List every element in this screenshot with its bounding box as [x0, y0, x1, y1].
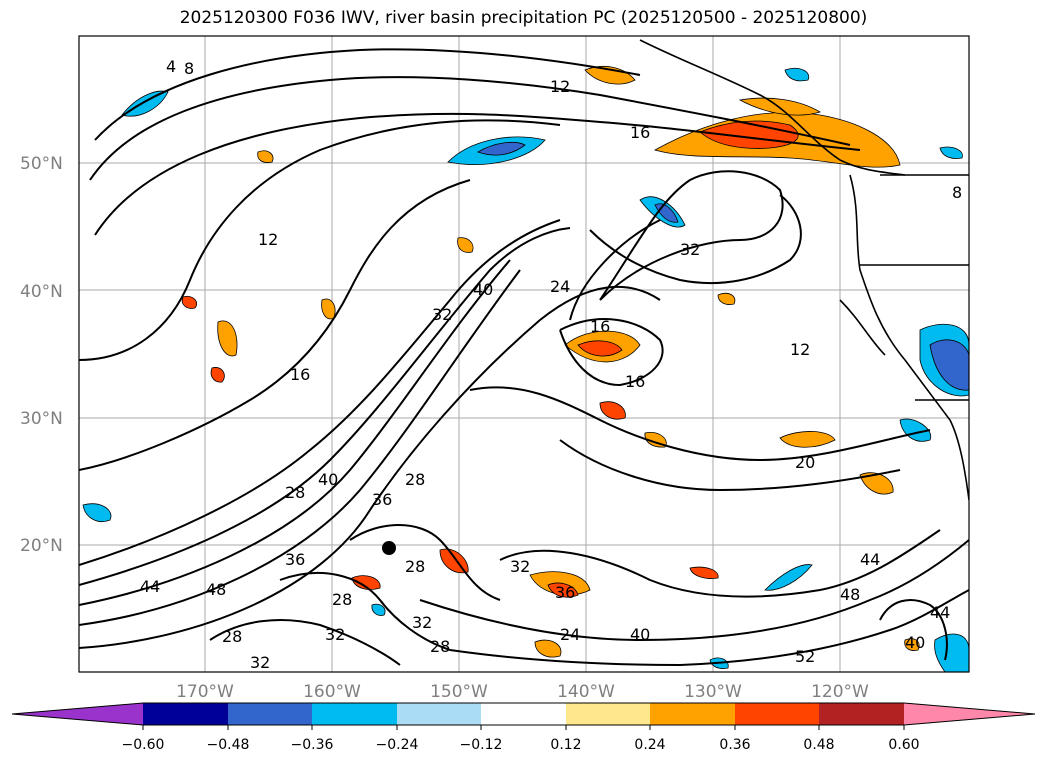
contour-label: 48 [206, 580, 226, 599]
colorbar-segment [312, 703, 397, 725]
colorbar-tick: 0.60 [888, 737, 919, 753]
contour-label: 40 [905, 633, 925, 652]
contour-label: 32 [432, 305, 452, 324]
contour-label: 16 [630, 123, 650, 142]
contour-label: 16 [590, 317, 610, 336]
contour-label: 36 [285, 550, 305, 569]
lon-label: 140°W [557, 682, 615, 702]
contour-label: 28 [430, 637, 450, 656]
contour-label: 28 [405, 470, 425, 489]
contour-label: 32 [510, 557, 530, 576]
colorbar-tick: 0.24 [634, 737, 665, 753]
colorbar-segment [143, 703, 228, 725]
contour-label: 8 [952, 183, 962, 202]
longitude-labels: 170°W 160°W 150°W 140°W 130°W 120°W [176, 682, 869, 702]
contour-label: 40 [318, 470, 338, 489]
latitude-labels: 50°N 40°N 30°N 20°N [20, 154, 63, 556]
map-marker [382, 541, 396, 555]
map-frame [78, 35, 970, 673]
colorbar-segment [481, 703, 566, 725]
contour-label: 36 [372, 490, 392, 509]
lon-label: 130°W [684, 682, 742, 702]
lat-label: 50°N [20, 154, 63, 174]
colorbar-tick: −0.24 [376, 737, 419, 753]
colorbar-tick: 0.36 [719, 737, 750, 753]
lon-label: 170°W [176, 682, 234, 702]
contour-label: 12 [790, 340, 810, 359]
contour-label: 28 [285, 483, 305, 502]
contour-label: 40 [473, 280, 493, 299]
contour-label: 12 [550, 77, 570, 96]
contour-label: 20 [795, 453, 815, 472]
contour-label: 32 [325, 625, 345, 644]
lat-label: 20°N [20, 536, 63, 556]
contour-label: 36 [555, 583, 575, 602]
contour-label: 24 [560, 625, 580, 644]
coastline [639, 39, 969, 501]
contour-label: 44 [140, 577, 160, 596]
colorbar-tick: −0.36 [291, 737, 334, 753]
colorbar-extend-right [904, 703, 1035, 725]
contour-label: 32 [412, 613, 432, 632]
lon-label: 120°W [811, 682, 869, 702]
contour-label: 44 [930, 603, 950, 622]
contour-label: 28 [405, 557, 425, 576]
contour-label: 40 [630, 625, 650, 644]
contour-label: 28 [222, 627, 242, 646]
contour-label: 12 [258, 230, 278, 249]
colorbar-tick: 0.12 [550, 737, 581, 753]
colorbar-segment [397, 703, 481, 725]
colorbar-extend-left [12, 703, 143, 725]
contour-label: 16 [290, 365, 310, 384]
colorbar-segment [735, 703, 819, 725]
lat-label: 40°N [20, 282, 63, 302]
colorbar: −0.60 −0.48 −0.36 −0.24 −0.12 0.12 0.24 … [11, 702, 1036, 753]
contour-label: 8 [184, 59, 194, 78]
contour-label: 32 [250, 653, 270, 672]
contour-label: 48 [840, 585, 860, 604]
colorbar-tick: −0.48 [207, 737, 250, 753]
lat-label: 30°N [20, 409, 63, 429]
colorbar-segment [228, 703, 312, 725]
colorbar-tick: −0.60 [122, 737, 165, 753]
colorbar-tick: −0.12 [460, 737, 503, 753]
contour-label: 52 [795, 647, 815, 666]
colorbar-segment [566, 703, 650, 725]
contour-label: 44 [860, 550, 880, 569]
contour-label: 28 [332, 590, 352, 609]
colorbar-segment [819, 703, 904, 725]
iwv-contours [79, 48, 969, 667]
contour-label: 4 [166, 57, 176, 76]
map-title: 2025120300 F036 IWV, river basin precipi… [179, 8, 868, 28]
colorbar-segment [650, 703, 735, 725]
lon-label: 150°W [430, 682, 488, 702]
contour-label: 32 [680, 240, 700, 259]
contour-label: 16 [625, 372, 645, 391]
colorbar-ticks: −0.60 −0.48 −0.36 −0.24 −0.12 0.12 0.24 … [122, 737, 920, 753]
contour-label: 24 [550, 277, 570, 296]
contour-labels: 4 8 12 16 16 16 12 24 32 40 32 16 12 20 … [140, 57, 962, 672]
lon-label: 160°W [303, 682, 361, 702]
colorbar-tick: 0.48 [803, 737, 834, 753]
